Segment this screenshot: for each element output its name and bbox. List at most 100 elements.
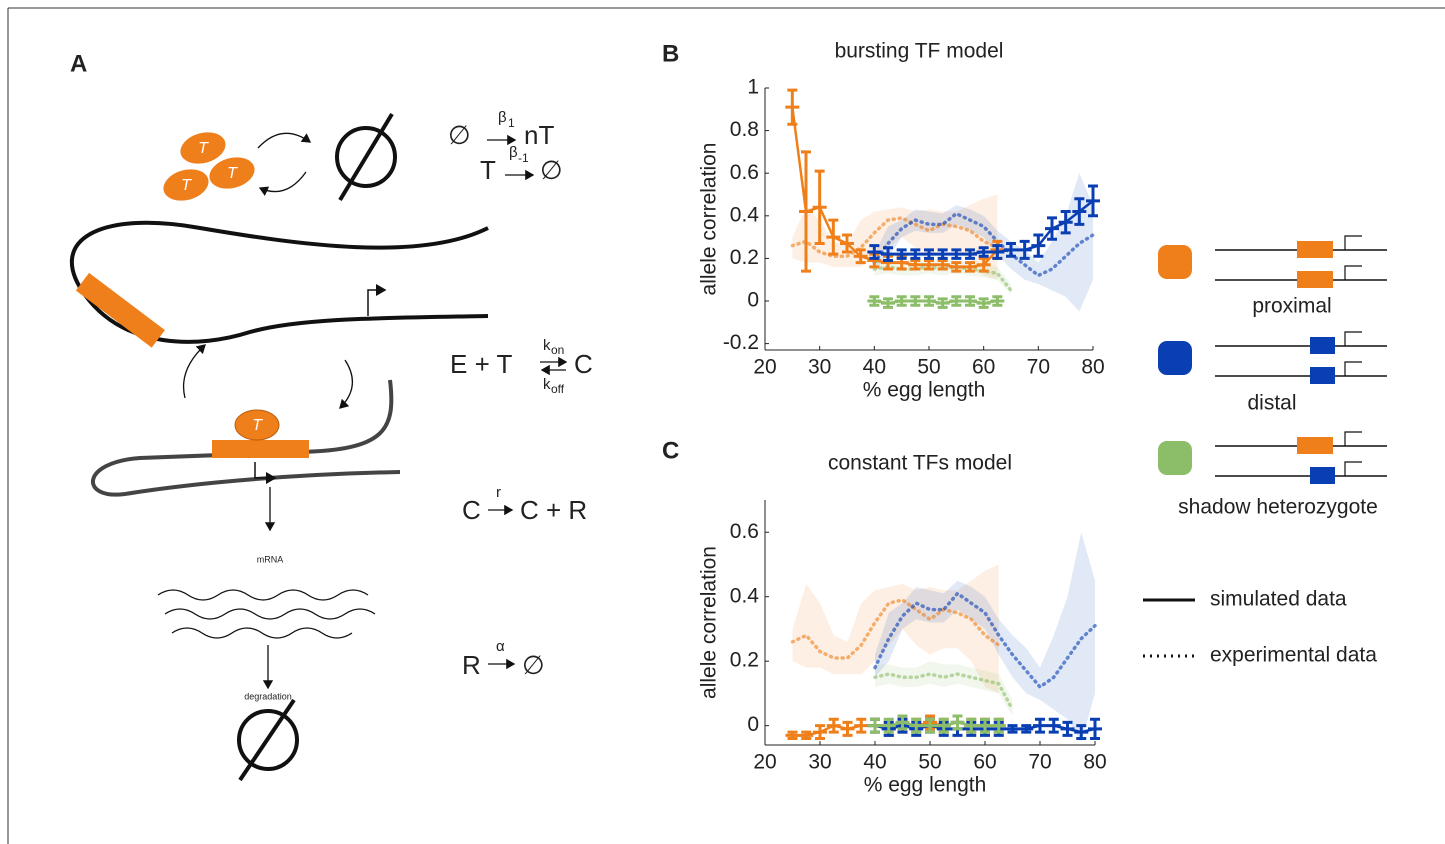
chart-title: constant TFs model xyxy=(828,452,1012,475)
gene-enhancer xyxy=(1310,467,1335,484)
error-bar xyxy=(963,295,977,307)
confidence-band xyxy=(875,661,1013,716)
reaction-rate: β xyxy=(509,144,518,161)
x-tick-label: 70 xyxy=(1028,751,1051,774)
y-tick-label: 0.4 xyxy=(730,203,760,226)
x-tick-label: 60 xyxy=(972,356,995,379)
error-bar xyxy=(813,724,827,741)
tf-label: T xyxy=(252,417,263,434)
error-bar xyxy=(908,295,923,307)
legend-swatch xyxy=(1158,441,1192,475)
y-tick-label: 0 xyxy=(747,289,759,312)
error-bar xyxy=(935,297,950,309)
gene-enhancer xyxy=(1310,337,1335,354)
tf-label: T xyxy=(227,165,238,182)
reaction-left: C xyxy=(462,495,481,525)
reaction-rate-sub: off xyxy=(551,382,565,396)
reaction-rate: r xyxy=(496,484,501,501)
error-bar xyxy=(853,248,868,265)
reaction-rate-sub: on xyxy=(551,343,564,357)
error-bar xyxy=(949,248,964,260)
y-tick-label: 0.2 xyxy=(730,246,759,269)
gene-enhancer xyxy=(1297,271,1333,288)
reaction-right: C xyxy=(574,349,593,379)
legend-label: distal xyxy=(1247,392,1296,415)
error-bar xyxy=(963,248,977,260)
error-bar xyxy=(812,169,827,245)
y-tick-label: 0 xyxy=(747,713,759,736)
error-bar xyxy=(990,244,1005,260)
error-bar xyxy=(785,730,800,741)
x-tick-label: 50 xyxy=(918,751,941,774)
experimental-line xyxy=(790,216,1000,259)
y-axis-label: allele correlation xyxy=(698,546,721,699)
error-bar xyxy=(867,252,882,269)
reaction-left: T xyxy=(480,155,496,185)
experimental-line xyxy=(873,672,1015,712)
legend: proximal distal shadow heterozygote simulat… xyxy=(1143,235,1387,667)
error-bar xyxy=(1088,717,1102,741)
reaction-rate: k xyxy=(543,376,551,393)
error-bar xyxy=(1019,724,1034,734)
reaction-left: ∅ xyxy=(448,120,471,150)
error-bar xyxy=(894,295,909,307)
gene-promoter xyxy=(1344,235,1362,250)
error-bar xyxy=(908,248,923,260)
error-bar xyxy=(976,297,991,309)
error-bar xyxy=(909,717,924,734)
error-bar xyxy=(894,254,909,271)
chart-title: bursting TF model xyxy=(835,40,1004,63)
y-tick-label: 0.4 xyxy=(730,584,760,607)
error-bar xyxy=(1033,717,1047,734)
error-bar xyxy=(867,295,882,307)
error-bar xyxy=(949,261,964,273)
x-tick-label: 40 xyxy=(863,356,886,379)
error-bar xyxy=(922,295,936,307)
x-tick-label: 80 xyxy=(1081,356,1104,379)
error-bar xyxy=(881,297,895,309)
error-bar xyxy=(978,717,992,734)
error-bar xyxy=(1005,724,1020,734)
experimental-line xyxy=(872,211,1095,278)
error-bar xyxy=(1031,233,1046,258)
error-bar xyxy=(990,295,1005,307)
error-bar xyxy=(963,261,977,273)
error-bar xyxy=(976,246,991,258)
error-bar xyxy=(950,714,965,731)
degradation-label: degradation xyxy=(244,691,292,701)
error-bar xyxy=(881,717,896,734)
error-bar xyxy=(826,218,841,256)
x-tick-label: 30 xyxy=(808,751,831,774)
error-bar xyxy=(840,233,854,254)
legend-label: proximal xyxy=(1252,295,1331,318)
error-bar xyxy=(922,259,936,271)
reaction-rate-sub: -1 xyxy=(518,151,529,165)
gene-enhancer xyxy=(1310,367,1335,384)
reaction-right: C + R xyxy=(520,495,587,525)
reaction-left: R xyxy=(462,650,481,680)
error-bar xyxy=(881,246,895,263)
chart: constant TFs model % egg length allele cor… xyxy=(698,452,1107,797)
legend-label: experimental data xyxy=(1210,644,1377,667)
reactions: ∅ β 1 nT T β -1 ∅ E + T k on k off C C r… xyxy=(448,109,593,680)
error-bar xyxy=(1086,184,1100,218)
error-bar xyxy=(922,248,936,260)
x-tick-label: 70 xyxy=(1027,356,1050,379)
tf-label: T xyxy=(198,140,209,157)
error-bar xyxy=(881,254,895,271)
error-bar xyxy=(895,714,910,731)
error-bar xyxy=(1017,239,1032,260)
gene-promoter xyxy=(1344,361,1362,376)
error-bar xyxy=(840,720,855,737)
error-bar xyxy=(935,248,950,260)
x-tick-label: 80 xyxy=(1083,751,1106,774)
y-tick-label: 1 xyxy=(747,76,759,99)
x-tick-label: 40 xyxy=(863,751,886,774)
y-tick-label: 0.6 xyxy=(730,520,759,543)
error-bar xyxy=(1058,210,1073,235)
y-tick-label: -0.2 xyxy=(723,331,759,354)
error-bar xyxy=(964,717,979,734)
experimental-line xyxy=(873,591,1097,690)
mrna-label: mRNA xyxy=(257,554,284,564)
